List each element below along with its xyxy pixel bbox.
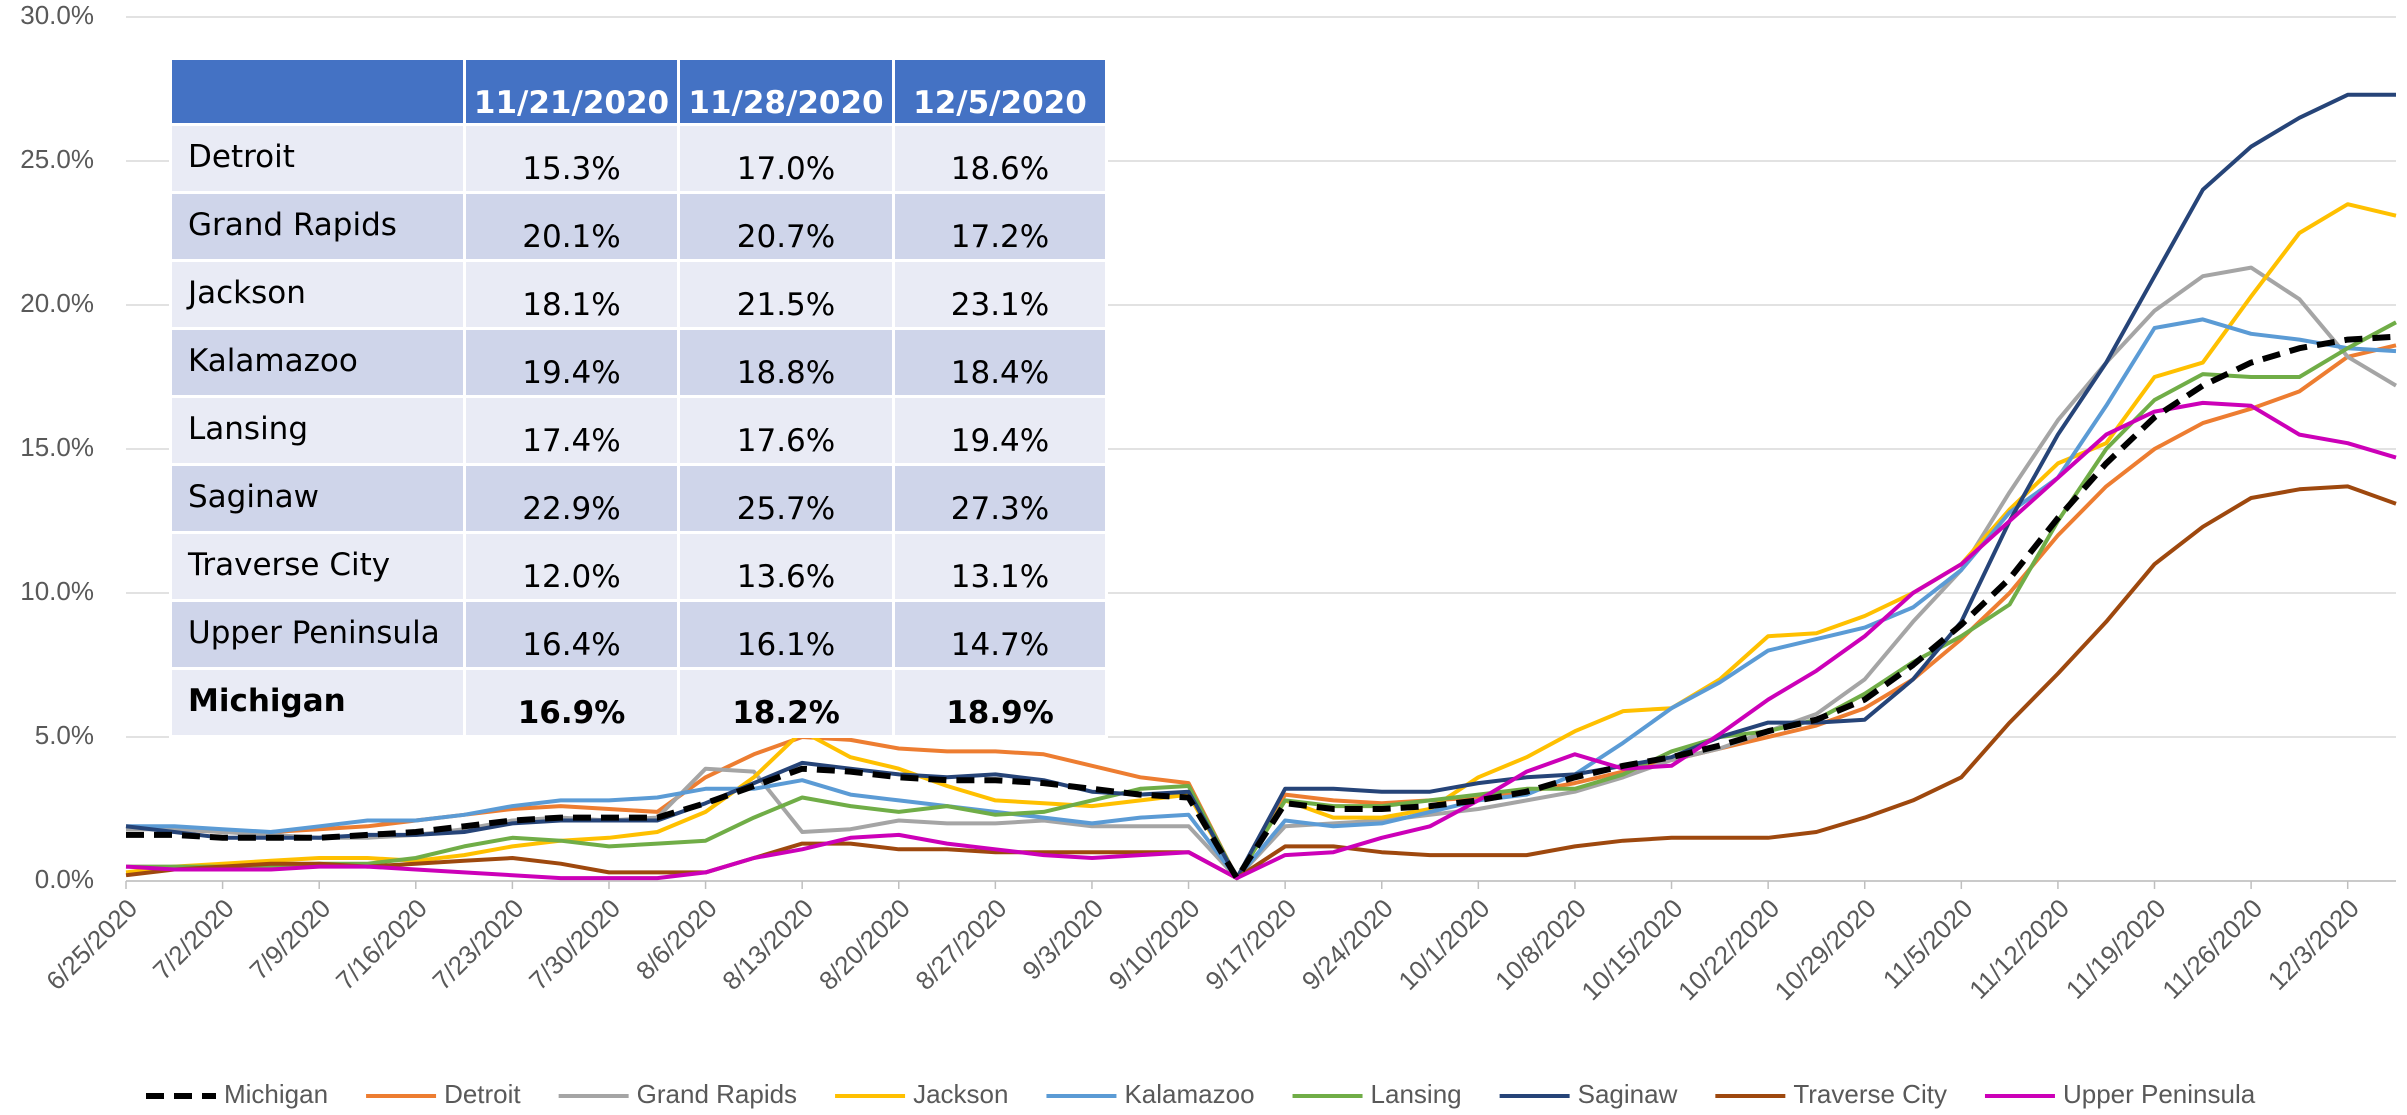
legend-label: Upper Peninsula (2063, 1079, 2256, 1109)
value-cell: 20.1% (463, 191, 680, 262)
x-tick-label: 7/9/2020 (244, 893, 337, 986)
table-row: Michigan 16.9% 18.2% 18.9% (169, 667, 1108, 738)
x-tick-label: 10/15/2020 (1575, 893, 1688, 1006)
legend-label: Lansing (1371, 1079, 1462, 1109)
value-cell: 13.6% (677, 531, 895, 602)
x-tick-label: 7/16/2020 (330, 893, 433, 996)
x-tick-label: 11/12/2020 (1963, 893, 2075, 1005)
value-cell: 18.8% (677, 327, 895, 398)
value-cell: 17.6% (677, 395, 895, 466)
value-cell: 19.4% (892, 395, 1108, 466)
value-cell: 16.4% (463, 599, 680, 670)
summary-table: 11/21/2020 11/28/2020 12/5/2020 Detroit 15.3… (169, 57, 1108, 738)
value-cell: 20.7% (677, 191, 895, 262)
value-cell: 17.2% (892, 191, 1108, 262)
y-tick-label: 0.0% (35, 864, 94, 894)
value-cell: 18.4% (892, 327, 1108, 398)
y-tick-label: 10.0% (20, 576, 94, 606)
x-tick-label: 7/30/2020 (523, 893, 626, 996)
x-tick-label: 9/10/2020 (1103, 893, 1206, 996)
legend-label: Michigan (224, 1079, 328, 1109)
legend-label: Detroit (444, 1079, 521, 1109)
name-cell: Grand Rapids (169, 191, 466, 262)
name-cell: Lansing (169, 395, 466, 466)
name-cell: Michigan (169, 667, 466, 738)
value-cell: 18.2% (677, 667, 895, 738)
x-tick-label: 11/19/2020 (2060, 893, 2172, 1005)
table-row: Grand Rapids 20.1% 20.7% 17.2% (169, 191, 1108, 262)
x-tick-label: 8/6/2020 (630, 893, 723, 986)
value-cell: 14.7% (892, 599, 1108, 670)
value-cell: 16.9% (463, 667, 680, 738)
x-tick-label: 10/29/2020 (1769, 893, 1882, 1006)
x-tick-label: 10/1/2020 (1392, 893, 1495, 996)
name-cell: Upper Peninsula (169, 599, 466, 670)
table-row: Upper Peninsula 16.4% 16.1% 14.7% (169, 599, 1108, 670)
value-cell: 17.0% (677, 123, 895, 194)
value-cell: 16.1% (677, 599, 895, 670)
value-cell: 15.3% (463, 123, 680, 194)
x-tick-label: 11/26/2020 (2156, 893, 2268, 1005)
value-cell: 18.6% (892, 123, 1108, 194)
value-cell: 27.3% (892, 463, 1108, 534)
y-tick-label: 30.0% (20, 0, 94, 30)
value-cell: 21.5% (677, 259, 895, 330)
y-tick-label: 25.0% (20, 144, 94, 174)
name-cell: Jackson (169, 259, 466, 330)
legend-label: Grand Rapids (637, 1079, 797, 1109)
y-tick-label: 15.0% (20, 432, 94, 462)
x-tick-label: 8/27/2020 (909, 893, 1012, 996)
legend-label: Jackson (913, 1079, 1008, 1109)
table-row: Detroit 15.3% 17.0% 18.6% (169, 123, 1108, 194)
value-cell: 19.4% (463, 327, 680, 398)
series-line (125, 92, 2396, 881)
header-cell: 12/5/2020 (892, 57, 1108, 126)
header-cell (169, 57, 466, 126)
series-line (125, 484, 2397, 881)
table-row: Saginaw 22.9% 25.7% 27.3% (169, 463, 1108, 534)
name-cell: Traverse City (169, 531, 466, 602)
table-row: Jackson 18.1% 21.5% 23.1% (169, 259, 1108, 330)
value-cell: 12.0% (463, 531, 680, 602)
name-cell: Kalamazoo (169, 327, 466, 398)
name-cell: Detroit (169, 123, 466, 194)
x-tick-label: 12/3/2020 (2262, 893, 2365, 996)
value-cell: 22.9% (463, 463, 680, 534)
series-line (125, 400, 2397, 881)
header-cell: 11/21/2020 (463, 57, 680, 126)
x-tick-label: 10/22/2020 (1672, 893, 1785, 1006)
y-tick-label: 5.0% (35, 720, 94, 750)
x-tick-label: 8/20/2020 (813, 893, 916, 996)
x-tick-label: 9/24/2020 (1296, 893, 1399, 996)
x-tick-label: 9/17/2020 (1199, 893, 1302, 996)
x-tick-label: 10/8/2020 (1489, 893, 1592, 996)
value-cell: 18.1% (463, 259, 680, 330)
y-tick-label: 20.0% (20, 288, 94, 318)
table-row: Kalamazoo 19.4% 18.8% 18.4% (169, 327, 1108, 398)
x-tick-label: 8/13/2020 (716, 893, 819, 996)
value-cell: 13.1% (892, 531, 1108, 602)
x-tick-label: 6/25/2020 (40, 893, 143, 996)
value-cell: 25.7% (677, 463, 895, 534)
x-tick-label: 7/2/2020 (147, 893, 240, 986)
x-tick-label: 9/3/2020 (1016, 893, 1109, 986)
x-tick-label: 7/23/2020 (426, 893, 529, 996)
legend-label: Traverse City (1793, 1079, 1947, 1109)
header-cell: 11/28/2020 (677, 57, 895, 126)
value-cell: 17.4% (463, 395, 680, 466)
table-row: Lansing 17.4% 17.6% 19.4% (169, 395, 1108, 466)
x-tick-label: 11/5/2020 (1877, 893, 1979, 995)
name-cell: Saginaw (169, 463, 466, 534)
series-line (126, 333, 2397, 882)
legend-label: Saginaw (1578, 1079, 1678, 1109)
table-row: Traverse City 12.0% 13.6% 13.1% (169, 531, 1108, 602)
value-cell: 18.9% (892, 667, 1108, 738)
value-cell: 23.1% (892, 259, 1108, 330)
header-row: 11/21/2020 11/28/2020 12/5/2020 (169, 57, 1108, 126)
legend-label: Kalamazoo (1124, 1079, 1254, 1109)
